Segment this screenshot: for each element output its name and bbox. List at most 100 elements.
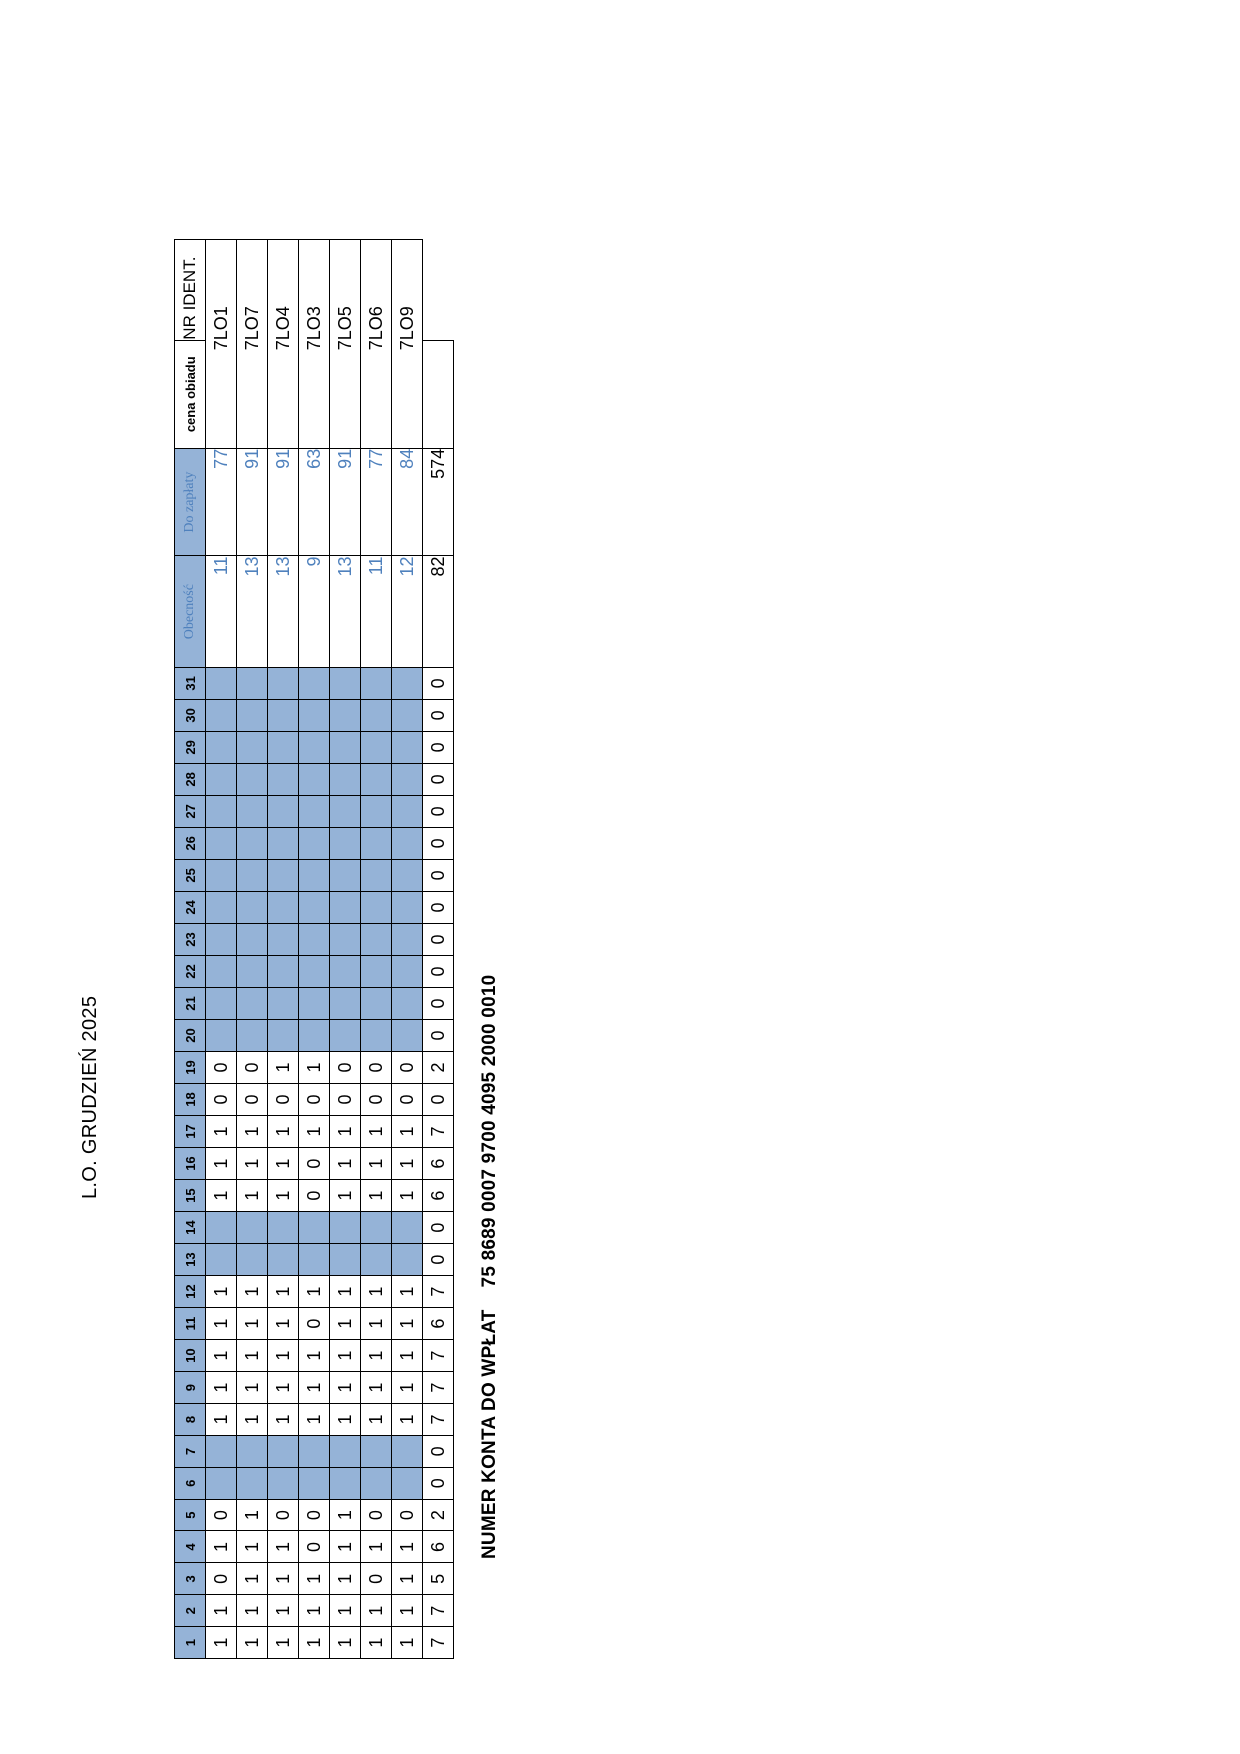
day-cell: 1 — [236, 1147, 268, 1180]
total-day-cell: 6 — [422, 1531, 454, 1563]
day-cell — [205, 923, 237, 956]
day-cell: 1 — [236, 1499, 268, 1531]
day-cell: 1 — [298, 1594, 330, 1627]
day-cell — [360, 763, 392, 796]
day-cell: 1 — [360, 1403, 392, 1436]
day-cell: 0 — [298, 1179, 330, 1212]
day-cell: 1 — [298, 1562, 330, 1595]
nr-ident-header: NR IDENT. — [174, 239, 206, 341]
day-cell — [205, 987, 237, 1020]
day-cell — [391, 1435, 423, 1468]
day-cell — [236, 827, 268, 860]
nr-ident-cell: LO6 — [360, 239, 392, 341]
day-header-21: 21 — [174, 987, 206, 1020]
day-cell — [360, 891, 392, 924]
day-cell: 1 — [236, 1403, 268, 1436]
total-do-zaplaty-cell: 574 — [422, 448, 454, 556]
day-header-30: 30 — [174, 699, 206, 732]
day-cell — [236, 923, 268, 956]
day-cell: 0 — [298, 1147, 330, 1180]
day-cell — [329, 987, 361, 1020]
day-cell — [329, 699, 361, 732]
total-day-cell: 0 — [422, 891, 454, 924]
attendance-table: 1 2 3 4 5 6 7 8 9 10 11 12 13 14 15 16 17 18 19 20 21 22 23 24 2… — [174, 239, 454, 1659]
day-cell: 1 — [205, 1626, 237, 1659]
day-cell: 0 — [267, 1083, 299, 1116]
day-cell — [205, 763, 237, 796]
day-cell: 1 — [391, 1307, 423, 1340]
day-cell — [391, 987, 423, 1020]
day-cell — [267, 731, 299, 764]
day-header-6: 6 — [174, 1467, 206, 1500]
day-cell — [391, 955, 423, 988]
day-cell: 0 — [267, 1499, 299, 1531]
day-header-17: 17 — [174, 1115, 206, 1148]
account-line: NUMER KONTA DO WPŁAT 75 8689 0007 9700 40… — [479, 975, 501, 1559]
day-cell: 1 — [298, 1626, 330, 1659]
day-cell: 0 — [391, 1499, 423, 1531]
day-cell: 1 — [236, 1371, 268, 1404]
day-cell: 1 — [267, 1594, 299, 1627]
day-cell — [329, 667, 361, 700]
day-cell: 1 — [298, 1275, 330, 1308]
day-cell: 0 — [236, 1083, 268, 1116]
total-day-cell: 5 — [422, 1562, 454, 1595]
day-cell — [298, 1467, 330, 1500]
day-cell — [205, 1467, 237, 1500]
do-zaplaty-cell: 91 — [329, 448, 361, 556]
total-day-cell: 0 — [422, 987, 454, 1020]
day-cell: 1 — [205, 1531, 237, 1563]
day-cell: 1 — [391, 1403, 423, 1436]
day-header-18: 18 — [174, 1083, 206, 1116]
total-day-cell: 7 — [422, 1403, 454, 1436]
day-cell — [267, 891, 299, 924]
day-cell — [360, 859, 392, 892]
day-cell: 0 — [205, 1499, 237, 1531]
day-cell — [298, 891, 330, 924]
day-cell — [391, 1467, 423, 1500]
day-header-10: 10 — [174, 1339, 206, 1372]
day-cell: 1 — [236, 1115, 268, 1148]
cena-cell: 7 — [329, 340, 361, 449]
day-cell: 1 — [267, 1339, 299, 1372]
day-cell — [298, 923, 330, 956]
day-cell: 0 — [205, 1051, 237, 1084]
day-cell: 1 — [205, 1147, 237, 1180]
total-day-cell: 0 — [422, 667, 454, 700]
day-cell — [329, 795, 361, 828]
day-cell — [267, 987, 299, 1020]
day-cell: 1 — [329, 1371, 361, 1404]
day-header-1: 1 — [174, 1626, 206, 1659]
day-cell — [391, 923, 423, 956]
day-cell — [360, 955, 392, 988]
day-cell — [205, 891, 237, 924]
day-cell: 1 — [205, 1275, 237, 1308]
total-day-cell: 0 — [422, 1211, 454, 1244]
day-cell — [267, 1435, 299, 1468]
day-cell — [329, 923, 361, 956]
obecnosc-header: Obecność — [174, 555, 206, 668]
day-cell — [205, 827, 237, 860]
day-cell: 1 — [360, 1307, 392, 1340]
day-header-2: 2 — [174, 1594, 206, 1627]
day-cell — [236, 955, 268, 988]
day-cell — [267, 795, 299, 828]
day-cell: 1 — [360, 1147, 392, 1180]
day-cell: 1 — [267, 1179, 299, 1212]
day-cell — [236, 1211, 268, 1244]
day-cell — [236, 763, 268, 796]
day-cell — [298, 827, 330, 860]
day-header-27: 27 — [174, 795, 206, 828]
day-header-8: 8 — [174, 1403, 206, 1436]
day-cell — [205, 1243, 237, 1276]
day-cell — [329, 1435, 361, 1468]
day-cell: 1 — [267, 1115, 299, 1148]
day-cell: 1 — [329, 1339, 361, 1372]
day-cell — [329, 1019, 361, 1052]
day-cell: 1 — [298, 1051, 330, 1084]
day-cell — [205, 795, 237, 828]
total-day-cell: 7 — [422, 1594, 454, 1627]
day-cell — [205, 667, 237, 700]
day-cell: 1 — [391, 1531, 423, 1563]
day-cell: 1 — [360, 1275, 392, 1308]
